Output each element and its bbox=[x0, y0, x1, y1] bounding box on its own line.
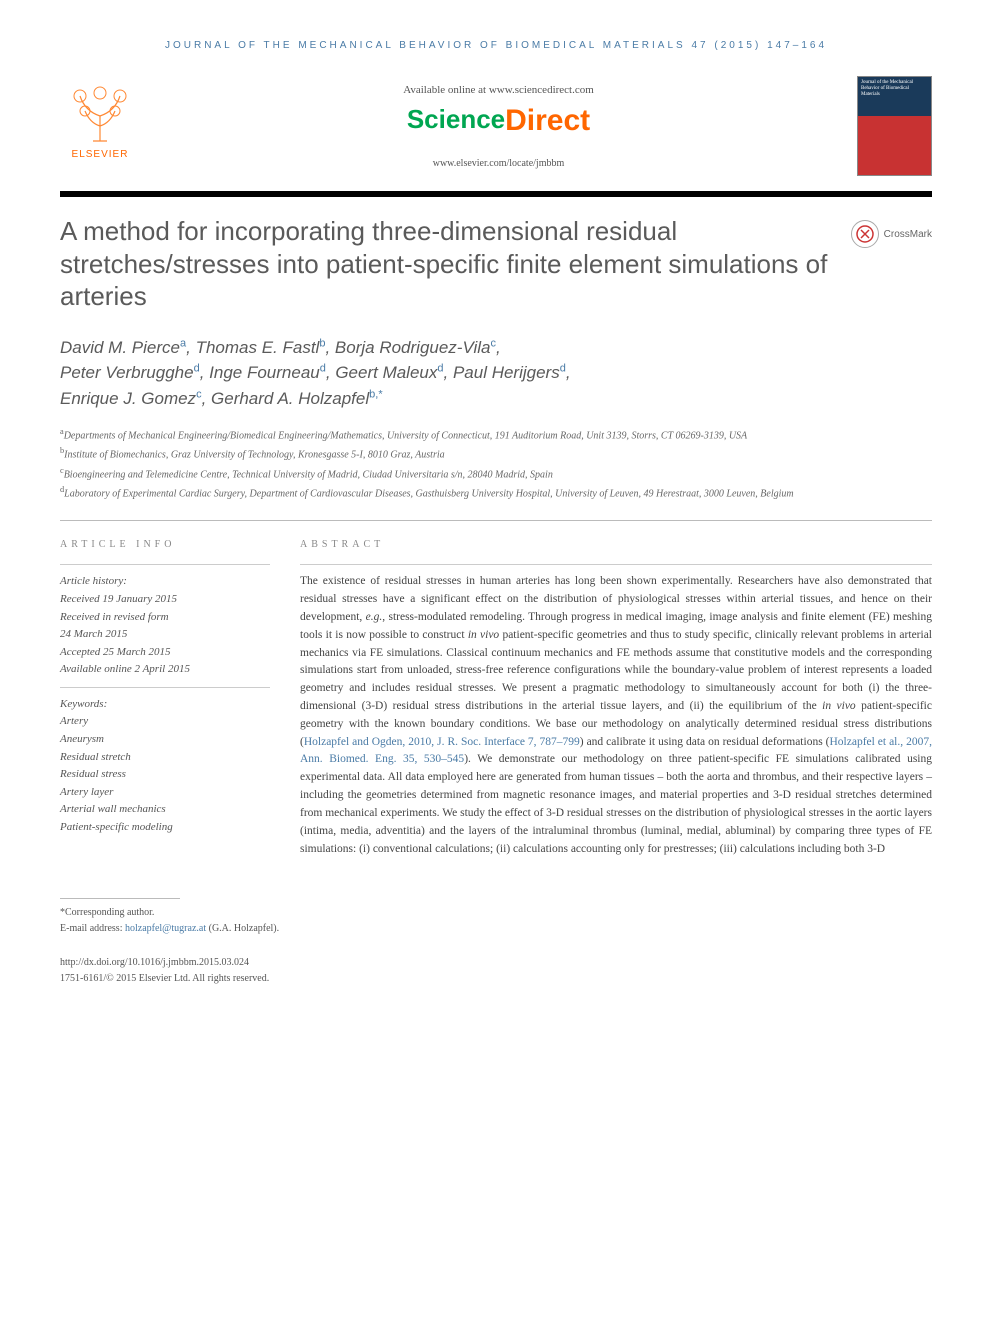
doi[interactable]: http://dx.doi.org/10.1016/j.jmbbm.2015.0… bbox=[60, 955, 932, 971]
elsevier-text: ELSEVIER bbox=[72, 149, 129, 160]
article-info-col: ARTICLE INFO Article history: Received 1… bbox=[60, 539, 270, 858]
author: Thomas E. Fastlb bbox=[196, 338, 326, 357]
abstract-head: ABSTRACT bbox=[300, 539, 932, 550]
keywords-label: Keywords: bbox=[60, 696, 270, 714]
divider bbox=[300, 564, 932, 565]
accepted: Accepted 25 March 2015 bbox=[60, 644, 270, 662]
divider bbox=[60, 520, 932, 521]
journal-cover-text: Journal of the Mechanical Behavior of Bi… bbox=[858, 77, 931, 101]
crossmark[interactable]: CrossMark bbox=[851, 220, 932, 248]
affiliation: dLaboratory of Experimental Cardiac Surg… bbox=[60, 483, 932, 502]
author: Inge Fourneaud bbox=[209, 363, 326, 382]
author: Enrique J. Gomezc bbox=[60, 389, 202, 408]
main-columns: ARTICLE INFO Article history: Received 1… bbox=[60, 539, 932, 858]
header-bar: ELSEVIER Available online at www.science… bbox=[60, 76, 932, 176]
title-row: A method for incorporating three-dimensi… bbox=[60, 215, 932, 313]
keyword: Patient-specific modeling bbox=[60, 819, 270, 837]
revised-date: 24 March 2015 bbox=[60, 626, 270, 644]
keyword: Artery bbox=[60, 713, 270, 731]
corresponding-author: *Corresponding author. bbox=[60, 905, 932, 921]
journal-url[interactable]: www.elsevier.com/locate/jmbbm bbox=[140, 158, 857, 169]
received: Received 19 January 2015 bbox=[60, 591, 270, 609]
divider bbox=[60, 564, 270, 565]
author: David M. Piercea bbox=[60, 338, 186, 357]
available-online: Available online at www.sciencedirect.co… bbox=[140, 84, 857, 96]
sciencedirect-logo: ScienceDirect bbox=[140, 104, 857, 138]
affiliation: cBioengineering and Telemedicine Centre,… bbox=[60, 464, 932, 483]
sciencedirect-a: Science bbox=[407, 104, 505, 134]
article-info: Article history: Received 19 January 201… bbox=[60, 573, 270, 836]
footnote-rule bbox=[60, 898, 180, 899]
journal-cover: Journal of the Mechanical Behavior of Bi… bbox=[857, 76, 932, 176]
affiliation: bInstitute of Biomechanics, Graz Univers… bbox=[60, 444, 932, 463]
abstract-text: The existence of residual stresses in hu… bbox=[300, 573, 932, 858]
author: Geert Maleuxd bbox=[335, 363, 443, 382]
authors: David M. Piercea, Thomas E. Fastlb, Borj… bbox=[60, 335, 932, 412]
footer: *Corresponding author. E-mail address: h… bbox=[60, 898, 932, 987]
article-title: A method for incorporating three-dimensi… bbox=[60, 215, 831, 313]
citation-link[interactable]: Holzapfel and Ogden, 2010, J. R. Soc. In… bbox=[304, 736, 580, 748]
keyword: Residual stretch bbox=[60, 749, 270, 767]
affiliations: aDepartments of Mechanical Engineering/B… bbox=[60, 425, 932, 502]
keyword: Residual stress bbox=[60, 766, 270, 784]
keyword: Arterial wall mechanics bbox=[60, 801, 270, 819]
author: Borja Rodriguez-Vilac bbox=[335, 338, 496, 357]
elsevier-logo: ELSEVIER bbox=[60, 81, 140, 171]
abstract-col: ABSTRACT The existence of residual stres… bbox=[300, 539, 932, 858]
divider bbox=[60, 687, 270, 688]
copyright: 1751-6161/© 2015 Elsevier Ltd. All right… bbox=[60, 971, 932, 987]
crossmark-icon bbox=[851, 220, 879, 248]
black-divider bbox=[60, 191, 932, 197]
email-link[interactable]: holzapfel@tugraz.at bbox=[125, 923, 206, 934]
author: Paul Herijgersd bbox=[453, 363, 566, 382]
history-label: Article history: bbox=[60, 573, 270, 591]
author: Peter Verbrugghed bbox=[60, 363, 200, 382]
email-line: E-mail address: holzapfel@tugraz.at (G.A… bbox=[60, 921, 932, 937]
keyword: Artery layer bbox=[60, 784, 270, 802]
affiliation: aDepartments of Mechanical Engineering/B… bbox=[60, 425, 932, 444]
header-center: Available online at www.sciencedirect.co… bbox=[140, 84, 857, 169]
author: Gerhard A. Holzapfelb,* bbox=[211, 389, 383, 408]
sciencedirect-b: Direct bbox=[505, 104, 590, 137]
crossmark-label: CrossMark bbox=[884, 229, 932, 240]
elsevier-tree-icon bbox=[65, 81, 135, 146]
article-info-head: ARTICLE INFO bbox=[60, 539, 270, 550]
revised: Received in revised form bbox=[60, 609, 270, 627]
online: Available online 2 April 2015 bbox=[60, 661, 270, 679]
running-head: JOURNAL OF THE MECHANICAL BEHAVIOR OF BI… bbox=[60, 40, 932, 51]
keyword: Aneurysm bbox=[60, 731, 270, 749]
